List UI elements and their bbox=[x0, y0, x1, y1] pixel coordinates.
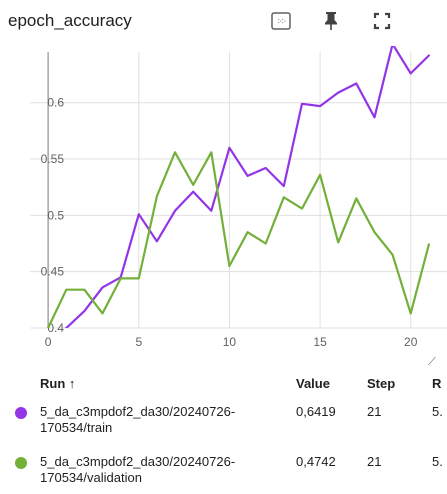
value-cell-train: 0,6419 bbox=[296, 404, 336, 419]
y-tick-label: 0.55 bbox=[41, 152, 65, 166]
x-tick-label: 20 bbox=[404, 335, 418, 349]
relative-cell-train: 5. bbox=[432, 404, 443, 419]
resize-handle-icon[interactable]: ⟋ bbox=[428, 356, 436, 368]
grid-layer bbox=[30, 52, 447, 329]
run-name-train: 5_da_c3mpdof2_da30/20240726- 170534/trai… bbox=[40, 404, 235, 436]
train-series-line bbox=[64, 46, 430, 328]
run-column-header[interactable]: Run ↑ bbox=[40, 376, 76, 391]
validation-series-color-dot bbox=[15, 457, 27, 469]
value-cell-validation: 0,4742 bbox=[296, 454, 336, 469]
run-name-line-2: 170534/train bbox=[40, 420, 113, 435]
table-row-train[interactable]: 5_da_c3mpdof2_da30/20240726- 170534/trai… bbox=[0, 404, 447, 444]
x-tick-label: 10 bbox=[223, 335, 237, 349]
y-tick-label: 0.4 bbox=[47, 321, 64, 335]
run-name-line-1: 5_da_c3mpdof2_da30/20240726- bbox=[40, 404, 236, 419]
run-name-line-2: 170534/validation bbox=[40, 470, 142, 485]
relative-column-header[interactable]: R bbox=[432, 376, 442, 391]
x-tick-label: 15 bbox=[313, 335, 327, 349]
y-tick-label: 0.6 bbox=[47, 96, 64, 110]
step-cell-train: 21 bbox=[367, 404, 382, 419]
x-tick-label: 0 bbox=[45, 335, 52, 349]
chart-title: epoch_accuracy bbox=[8, 11, 132, 30]
run-name-validation: 5_da_c3mpdof2_da30/20240726- 170534/vali… bbox=[40, 454, 235, 486]
step-cell-validation: 21 bbox=[367, 454, 382, 469]
x-tick-label: 5 bbox=[135, 335, 142, 349]
relative-cell-validation: 5. bbox=[432, 454, 443, 469]
series-layer bbox=[46, 46, 430, 328]
tick-labels: 0.4 0.45 0.5 0.55 0.6 0 5 10 15 20 bbox=[41, 96, 418, 349]
value-column-header[interactable]: Value bbox=[296, 376, 330, 391]
table-row-validation[interactable]: 5_da_c3mpdof2_da30/20240726- 170534/vali… bbox=[0, 454, 447, 494]
y-tick-label: 0.5 bbox=[47, 208, 64, 222]
train-series-color-dot bbox=[15, 407, 27, 419]
line-chart[interactable]: 0.4 0.45 0.5 0.55 0.6 0 5 10 15 20 bbox=[0, 44, 447, 354]
card-header: epoch_accuracy bbox=[0, 0, 447, 44]
pin-icon[interactable] bbox=[319, 9, 343, 33]
step-column-header[interactable]: Step bbox=[367, 376, 396, 391]
y-tick-label: 0.45 bbox=[41, 265, 65, 279]
validation-series-line bbox=[46, 151, 430, 328]
data-selection-icon[interactable] bbox=[269, 9, 293, 33]
fullscreen-icon[interactable] bbox=[370, 9, 394, 33]
run-name-line-1: 5_da_c3mpdof2_da30/20240726- bbox=[40, 454, 236, 469]
